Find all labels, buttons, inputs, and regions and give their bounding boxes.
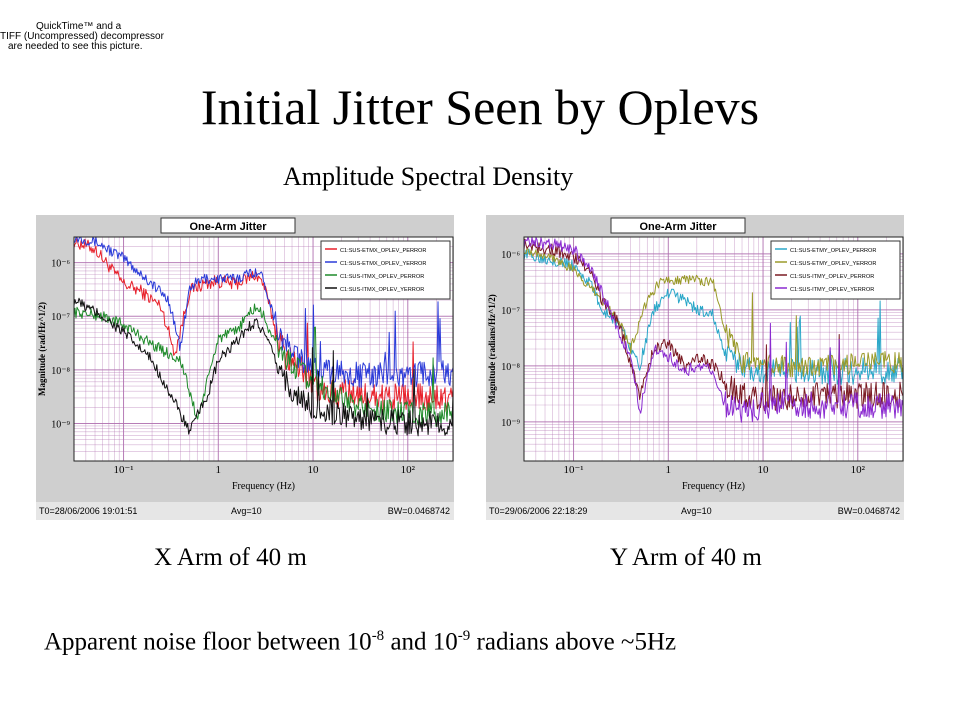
slide-title: Initial Jitter Seen by Oplevs xyxy=(200,79,760,135)
placeholder-notice: QuickTime™ and a TIFF (Uncompressed) dec… xyxy=(0,21,164,52)
x-arm-footer-bg xyxy=(36,502,454,520)
y-arm-x-tick-label: 10⁻¹ xyxy=(563,464,583,476)
y-arm-y-tick-label: 10⁻⁶ xyxy=(501,250,520,261)
x-arm-y-tick-label: 10⁻⁷ xyxy=(51,312,70,323)
x-arm-y-tick-label: 10⁻⁶ xyxy=(51,259,70,270)
y-arm-footer-avg: Avg=10 xyxy=(681,506,712,516)
x-arm-series-4-line xyxy=(73,297,454,437)
y-arm-footer-bg xyxy=(486,502,904,520)
x-arm-legend-box xyxy=(320,240,451,300)
y-arm-plot-border xyxy=(523,236,904,462)
note-prefix: Apparent noise floor between 10 xyxy=(44,628,372,656)
y-arm-footer-t0: T0=29/06/2006 22:18:29 xyxy=(489,506,587,516)
y-arm-x-tick-label: 10² xyxy=(851,464,866,476)
y-arm-legend-entry-3: C1:SUS-ITMY_OPLEV_PERROR xyxy=(790,274,874,280)
x-arm-plot-border xyxy=(73,236,454,462)
x-arm-series-2-line xyxy=(73,236,454,388)
x-arm-caption: X Arm of 40 m xyxy=(154,544,307,571)
note-exp1: -8 xyxy=(371,628,385,644)
x-arm-y-axis-label: Magnitude (rad/Hz^1/2) xyxy=(37,302,47,396)
y-arm-legend-entry-1: C1:SUS-ETMY_OPLEV_PERROR xyxy=(790,248,876,254)
placeholder-line-2: TIFF (Uncompressed) decompressor xyxy=(0,31,164,42)
x-arm-chart-panel: One-Arm Jitter 10⁻¹ 1 10 10² 10⁻⁶ 10⁻⁷ 10⁻⁸ 10⁻⁹… xyxy=(36,215,454,520)
y-arm-title-box xyxy=(610,217,746,234)
y-arm-y-tick-label: 10⁻⁸ xyxy=(501,362,520,373)
x-arm-legend-entry-2: C1:SUS-ETMX_OPLEV_YERROR xyxy=(340,261,426,267)
x-arm-y-tick-label: 10⁻⁸ xyxy=(51,366,70,377)
y-arm-x-tick-label: 1 xyxy=(666,464,672,476)
x-arm-title-box xyxy=(160,217,296,234)
x-arm-chart-title: One-Arm Jitter xyxy=(189,221,267,233)
y-arm-chart-panel: One-Arm Jitter 10⁻¹ 1 10 10² 10⁻⁶ 10⁻⁷ 10⁻⁸ 10⁻⁹… xyxy=(486,215,904,520)
x-arm-series-3-line xyxy=(73,303,454,427)
x-arm-chart: One-Arm Jitter 10⁻¹ 1 10 10² 10⁻⁶ 10⁻⁷ 10⁻⁸ 10⁻⁹… xyxy=(36,215,454,520)
y-arm-y-tick-label: 10⁻⁹ xyxy=(501,418,520,429)
x-arm-x-tick-label: 1 xyxy=(216,464,222,476)
x-arm-y-tick-label: 10⁻⁹ xyxy=(51,420,70,431)
x-arm-series-1-line xyxy=(73,236,454,413)
y-arm-footer-bw: BW=0.0468742 xyxy=(838,506,900,516)
y-arm-chart-title: One-Arm Jitter xyxy=(639,221,717,233)
note-suffix: radians above ~5Hz xyxy=(470,628,677,656)
y-arm-legend-entry-2: C1:SUS-ETMY_OPLEV_YERROR xyxy=(790,261,876,267)
x-arm-legend-entry-3: C1:SUS-ITMX_OPLEV_PERROR xyxy=(340,274,424,280)
y-arm-legend-entry-4: C1:SUS-ITMY_OPLEV_YERROR xyxy=(790,287,874,293)
y-arm-y-tick-label: 10⁻⁷ xyxy=(501,306,520,317)
slide-subtitle: Amplitude Spectral Density xyxy=(283,162,574,191)
y-arm-legend-box xyxy=(770,240,901,300)
placeholder-line-3: are needed to see this picture. xyxy=(8,41,143,52)
y-arm-series-4-line xyxy=(523,236,904,423)
x-arm-x-tick-label: 10² xyxy=(401,464,416,476)
x-arm-footer-bw: BW=0.0468742 xyxy=(388,506,450,516)
note-mid: and 10 xyxy=(384,628,458,656)
note-exp2: -9 xyxy=(457,628,471,644)
y-arm-caption: Y Arm of 40 m xyxy=(610,544,762,571)
x-arm-footer-avg: Avg=10 xyxy=(231,506,262,516)
x-arm-legend-entry-4: C1:SUS-ITMX_OPLEV_YERROR xyxy=(340,287,424,293)
y-arm-chart: One-Arm Jitter 10⁻¹ 1 10 10² 10⁻⁶ 10⁻⁷ 10⁻⁸ 10⁻⁹… xyxy=(486,215,904,520)
x-arm-x-axis-label: Frequency (Hz) xyxy=(232,481,295,492)
y-arm-x-tick-label: 10 xyxy=(758,464,770,476)
x-arm-footer-t0: T0=28/06/2006 19:01:51 xyxy=(39,506,137,516)
placeholder-line-1: QuickTime™ and a xyxy=(36,21,122,32)
noise-floor-note: Apparent noise floor between 10-8 and 10… xyxy=(44,628,676,656)
y-arm-y-axis-label: Magnitude (radians/Hz^1/2) xyxy=(487,294,497,403)
x-arm-x-tick-label: 10 xyxy=(308,464,320,476)
x-arm-x-tick-label: 10⁻¹ xyxy=(113,464,133,476)
y-arm-x-axis-label: Frequency (Hz) xyxy=(682,481,745,492)
x-arm-legend-entry-1: C1:SUS-ETMX_OPLEV_PERROR xyxy=(340,248,426,254)
